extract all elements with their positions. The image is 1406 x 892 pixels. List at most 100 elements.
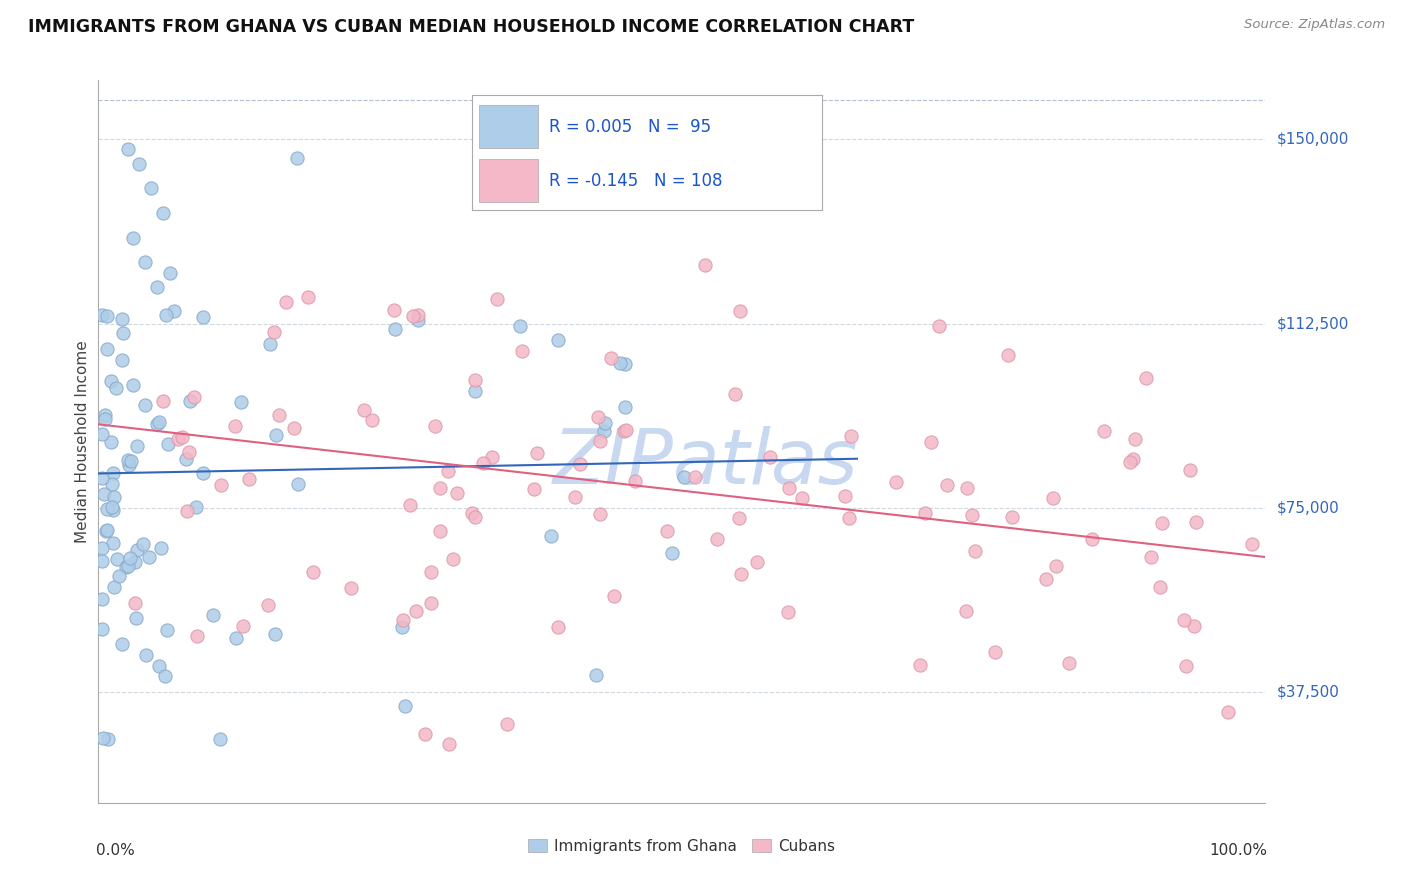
Point xyxy=(128,157,150,171)
Point xyxy=(111,638,134,652)
Point xyxy=(510,343,533,358)
Point xyxy=(259,337,281,351)
Point xyxy=(1135,371,1157,385)
Point xyxy=(120,551,142,566)
Point xyxy=(148,659,170,673)
Point xyxy=(229,395,252,409)
Point xyxy=(509,318,531,333)
Point xyxy=(153,669,176,683)
Text: $37,500: $37,500 xyxy=(1277,685,1340,699)
Point xyxy=(730,567,752,582)
Point xyxy=(603,589,626,603)
Point xyxy=(588,507,610,521)
Point xyxy=(1174,658,1197,673)
Point xyxy=(382,303,405,318)
Point xyxy=(1123,433,1146,447)
Point xyxy=(884,475,907,489)
Point xyxy=(134,648,156,663)
Point xyxy=(93,411,115,425)
Point xyxy=(139,181,162,195)
Point xyxy=(96,523,118,537)
Point xyxy=(117,453,139,467)
Point xyxy=(413,727,436,741)
Point xyxy=(138,549,160,564)
Point xyxy=(155,308,177,322)
Point xyxy=(955,604,977,618)
Point xyxy=(146,279,169,293)
Point xyxy=(122,230,145,244)
Point xyxy=(186,500,208,515)
Point xyxy=(1241,537,1264,551)
Text: ZIPatlas: ZIPatlas xyxy=(553,426,858,500)
Point xyxy=(174,451,197,466)
Text: IMMIGRANTS FROM GHANA VS CUBAN MEDIAN HOUSEHOLD INCOME CORRELATION CHART: IMMIGRANTS FROM GHANA VS CUBAN MEDIAN HO… xyxy=(28,18,914,36)
Point xyxy=(586,410,609,425)
Point xyxy=(125,543,148,558)
Point xyxy=(122,378,145,392)
Point xyxy=(540,529,562,543)
Point xyxy=(585,668,607,682)
Text: 0.0%: 0.0% xyxy=(96,843,135,857)
Point xyxy=(100,435,122,450)
Text: $75,000: $75,000 xyxy=(1277,500,1340,516)
Point xyxy=(472,456,495,470)
Point xyxy=(91,731,114,746)
Point xyxy=(776,605,799,619)
Point xyxy=(179,445,201,459)
Point xyxy=(391,620,413,634)
Point xyxy=(101,500,124,514)
Point xyxy=(167,432,190,446)
Point xyxy=(441,552,464,566)
Point xyxy=(94,524,117,538)
Point xyxy=(209,478,232,492)
Text: 100.0%: 100.0% xyxy=(1209,843,1268,857)
Point xyxy=(728,511,751,525)
Point xyxy=(90,471,112,485)
Point xyxy=(526,446,548,460)
Point xyxy=(612,425,634,439)
Point xyxy=(283,421,305,435)
Point xyxy=(146,417,169,432)
Point xyxy=(593,425,616,439)
Point xyxy=(1185,515,1208,529)
Point xyxy=(100,374,122,388)
Point xyxy=(461,507,484,521)
Point xyxy=(747,555,769,569)
Point xyxy=(778,481,800,495)
Point xyxy=(790,491,813,505)
Point xyxy=(90,554,112,568)
Point xyxy=(93,409,115,423)
Point xyxy=(408,309,430,323)
Point xyxy=(101,536,124,550)
Point xyxy=(1035,572,1057,586)
Point xyxy=(589,434,612,448)
Point xyxy=(1182,619,1205,633)
Point xyxy=(224,418,246,433)
Point xyxy=(724,387,747,401)
Point xyxy=(706,532,728,546)
Point xyxy=(486,292,509,306)
Point xyxy=(120,454,142,468)
Point xyxy=(394,699,416,714)
Point xyxy=(464,373,486,387)
Point xyxy=(103,503,125,517)
Point xyxy=(124,555,146,569)
Point xyxy=(464,509,486,524)
Point xyxy=(105,381,128,395)
Point xyxy=(110,312,132,326)
Point xyxy=(1173,613,1195,627)
Point xyxy=(446,486,468,500)
Text: $150,000: $150,000 xyxy=(1277,132,1348,147)
Point xyxy=(936,478,959,492)
Point xyxy=(111,353,134,368)
Point xyxy=(96,502,118,516)
Point xyxy=(593,416,616,430)
Point xyxy=(152,206,174,220)
Point xyxy=(481,450,503,465)
Point xyxy=(399,498,422,512)
Point xyxy=(1057,656,1080,670)
Point xyxy=(107,569,129,583)
Point xyxy=(1092,425,1115,439)
Point xyxy=(90,622,112,636)
Point xyxy=(614,357,637,371)
